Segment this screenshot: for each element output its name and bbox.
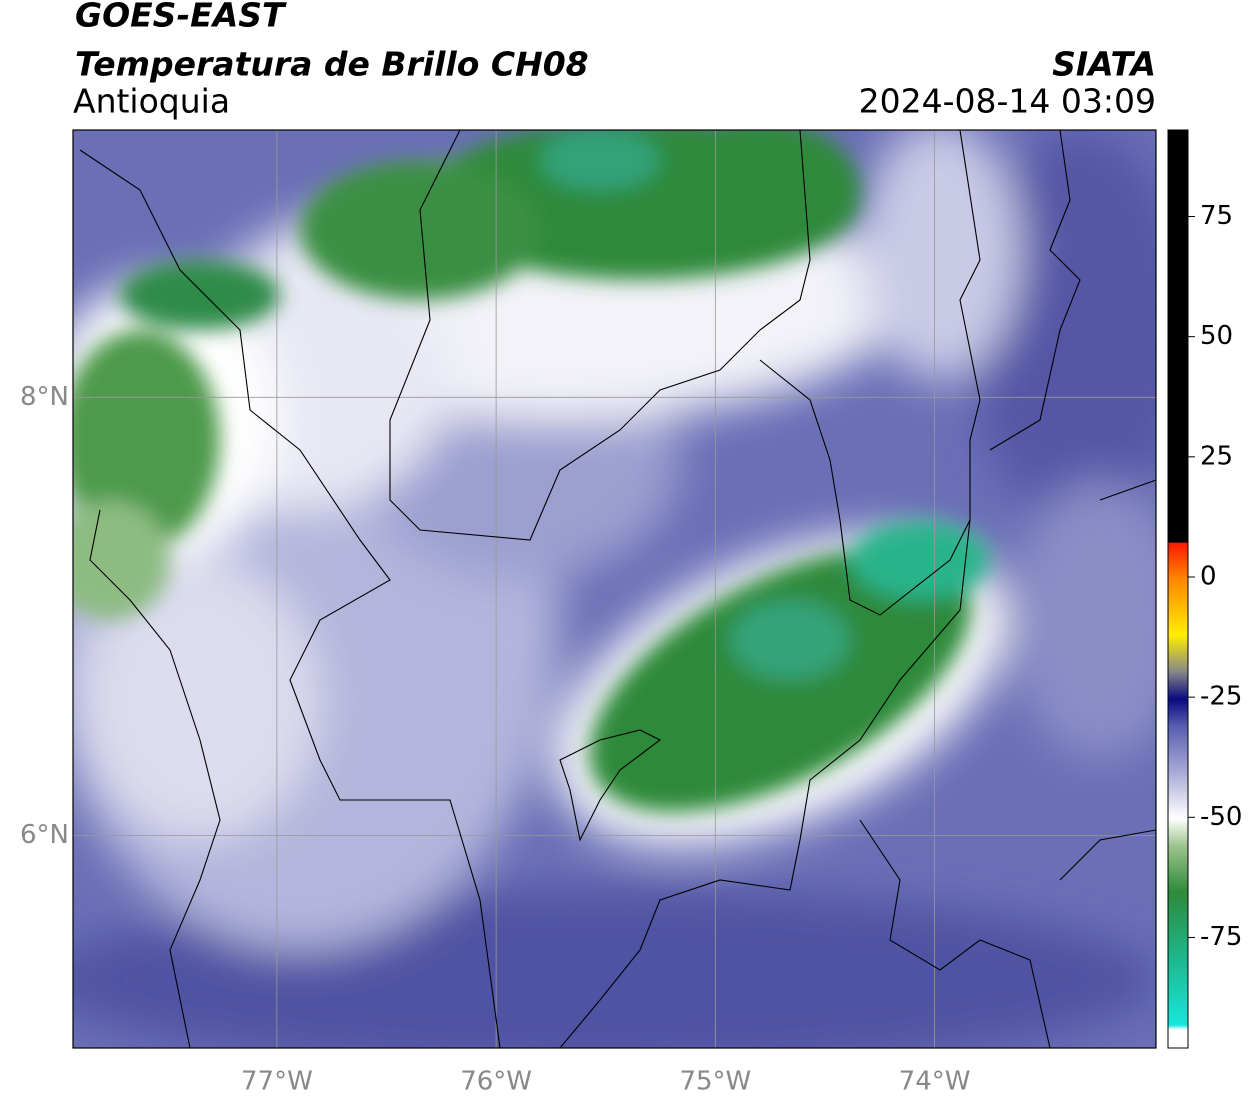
title: GOES-EAST xyxy=(75,0,287,35)
border xyxy=(859,819,1051,1048)
subtitle: Temperatura de Brillo CH08 xyxy=(75,45,589,84)
colorbar-tick-label: -50 xyxy=(1200,802,1242,832)
border xyxy=(79,149,501,1048)
region: Antioquia xyxy=(73,82,230,121)
source: SIATA xyxy=(1052,45,1156,84)
colorbar-tick-label: 50 xyxy=(1200,321,1233,351)
satellite-image xyxy=(73,130,1156,1048)
border xyxy=(989,130,1081,451)
graticule xyxy=(73,130,1156,1048)
colorbar-tick-label: 25 xyxy=(1200,441,1233,471)
border xyxy=(389,130,811,541)
border xyxy=(759,130,981,616)
border xyxy=(1059,479,1156,881)
colorbar-tick-label: -75 xyxy=(1200,922,1242,952)
colorbar-tick-label: 0 xyxy=(1200,561,1217,591)
map-frame xyxy=(72,129,1157,1049)
lat-tick-label: 8°N xyxy=(20,382,69,412)
lon-tick-label: 76°W xyxy=(460,1067,532,1097)
timestamp: 2024-08-14 03:09 xyxy=(859,82,1156,121)
lon-tick-label: 75°W xyxy=(679,1067,751,1097)
border xyxy=(559,519,971,1048)
border xyxy=(89,509,221,1048)
lat-tick-label: 6°N xyxy=(20,820,69,850)
colorbar-tick-label: 75 xyxy=(1200,201,1233,231)
colorbar xyxy=(1167,129,1189,1049)
lon-tick-label: 77°W xyxy=(241,1067,313,1097)
colorbar-tick-label: -25 xyxy=(1200,682,1242,712)
border xyxy=(559,729,662,842)
lon-tick-label: 74°W xyxy=(899,1067,971,1097)
